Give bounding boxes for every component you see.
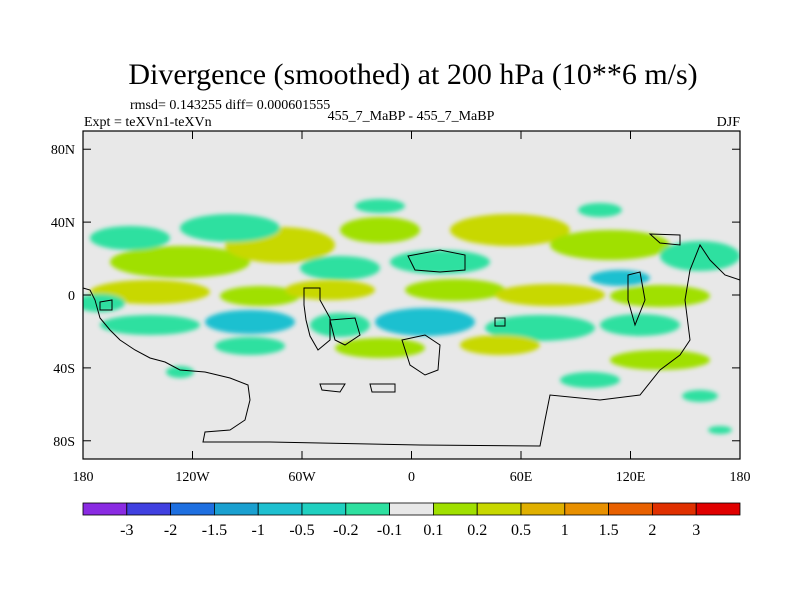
coastline-brazil [329, 317, 361, 346]
colorbar-swatch [652, 502, 697, 516]
x-tick-label: 60E [510, 470, 533, 485]
coastline-island [99, 299, 113, 311]
stats-label: rmsd= 0.143255 diff= 0.000601555 [130, 98, 330, 113]
field-band [220, 286, 300, 306]
field-band [450, 214, 570, 246]
y-tick-label: 40N [51, 216, 75, 231]
field-band [285, 280, 375, 300]
colorbar-swatch [257, 502, 303, 516]
colorbar-swatch [695, 502, 741, 516]
field-band [205, 310, 295, 334]
coastline-mediterranean [407, 249, 466, 273]
x-tick-label: 120E [616, 470, 646, 485]
season-label: DJF [717, 115, 741, 130]
colorbar-label: 0.2 [467, 522, 487, 539]
colorbar-label: 1 [561, 522, 569, 539]
x-tick-label: 60W [288, 470, 316, 485]
colorbar-swatch [564, 502, 609, 516]
field-band [390, 250, 490, 274]
field-band [335, 338, 425, 358]
field-band [300, 256, 380, 280]
field-band [405, 279, 505, 301]
colorbar-label: -1 [252, 522, 265, 539]
y-axis: 80N 40N 0 40S 80S [51, 143, 740, 450]
colorbar-swatch [520, 502, 566, 516]
field-band [600, 314, 680, 336]
experiment-label: Expt = teXVn1-teXVn [84, 115, 212, 130]
field-band [495, 284, 605, 306]
field-band [180, 214, 280, 242]
field-band [375, 308, 475, 336]
colorbar-swatch [389, 502, 434, 516]
colorbar-label: -1.5 [202, 522, 227, 539]
colorbar-swatch [170, 502, 215, 516]
x-tick-label: 180 [73, 470, 94, 485]
colorbar-swatch [301, 502, 347, 516]
x-tick-label: 180 [730, 470, 751, 485]
coastlines [82, 233, 741, 447]
x-tick-label: 120W [175, 470, 210, 485]
field-patch [578, 203, 622, 217]
field-band [100, 315, 200, 335]
colorbar-label: -2 [164, 522, 177, 539]
field-patch [166, 366, 194, 378]
coastline-island-2 [494, 317, 506, 327]
field-band [660, 241, 740, 271]
field-band [460, 335, 540, 355]
field-patch [682, 390, 718, 402]
colorbar-label: -0.2 [333, 522, 358, 539]
colorbar-label: 1.5 [599, 522, 619, 539]
x-tick-label: 0 [408, 470, 415, 485]
colorbar-label: -0.5 [289, 522, 314, 539]
field-band [340, 217, 420, 243]
colorbar-label: 2 [648, 522, 656, 539]
coastline-japan [648, 233, 681, 246]
field-band [310, 313, 370, 337]
y-tick-label: 0 [68, 289, 75, 304]
colorbar-label: -0.1 [377, 522, 402, 539]
chart-title: Divergence (smoothed) at 200 hPa (10**6 … [128, 58, 697, 91]
colorbar-swatch [476, 502, 522, 516]
field-band [610, 350, 710, 370]
colorbar-swatch [432, 502, 478, 516]
y-tick-label: 80S [53, 435, 75, 450]
field-band [90, 226, 170, 250]
coastline-south-america [303, 287, 331, 351]
colorbar-label: 3 [692, 522, 700, 539]
colorbar-swatch [608, 502, 653, 516]
field-band [610, 285, 710, 307]
field-band [110, 246, 250, 278]
field-band [485, 315, 595, 341]
field-band [215, 337, 285, 355]
colorbar-label: 0.5 [511, 522, 531, 539]
colorbar-label: 0.1 [423, 522, 443, 539]
coastline-falklands [319, 383, 346, 393]
field-band [83, 294, 125, 312]
field-band [550, 230, 670, 260]
field-patch [355, 199, 405, 213]
x-axis: 180 120W 60W 0 60E 120E 180 [73, 131, 751, 485]
colorbar-swatch [345, 502, 390, 516]
y-tick-label: 40S [53, 362, 75, 377]
field-patch [560, 372, 620, 388]
colorbar-swatch [213, 502, 259, 516]
y-tick-label: 80N [51, 143, 75, 158]
coastline-south-georgia [369, 383, 396, 393]
coastline-main [82, 243, 741, 447]
colorbar-label: -3 [120, 522, 133, 539]
colorbar-swatch [82, 502, 128, 516]
colorbar-swatch [126, 502, 172, 516]
coastline-asia-island [627, 271, 646, 327]
coastline-africa-south [401, 334, 441, 376]
field-band [590, 270, 650, 286]
field-patch [708, 426, 732, 434]
case-label: 455_7_MaBP - 455_7_MaBP [328, 109, 495, 124]
colorbar: -3 -2 -1.5 -1 -0.5 -0.2 -0.1 0.1 0.2 0.5 1 1.5 2 3 [82, 502, 741, 539]
